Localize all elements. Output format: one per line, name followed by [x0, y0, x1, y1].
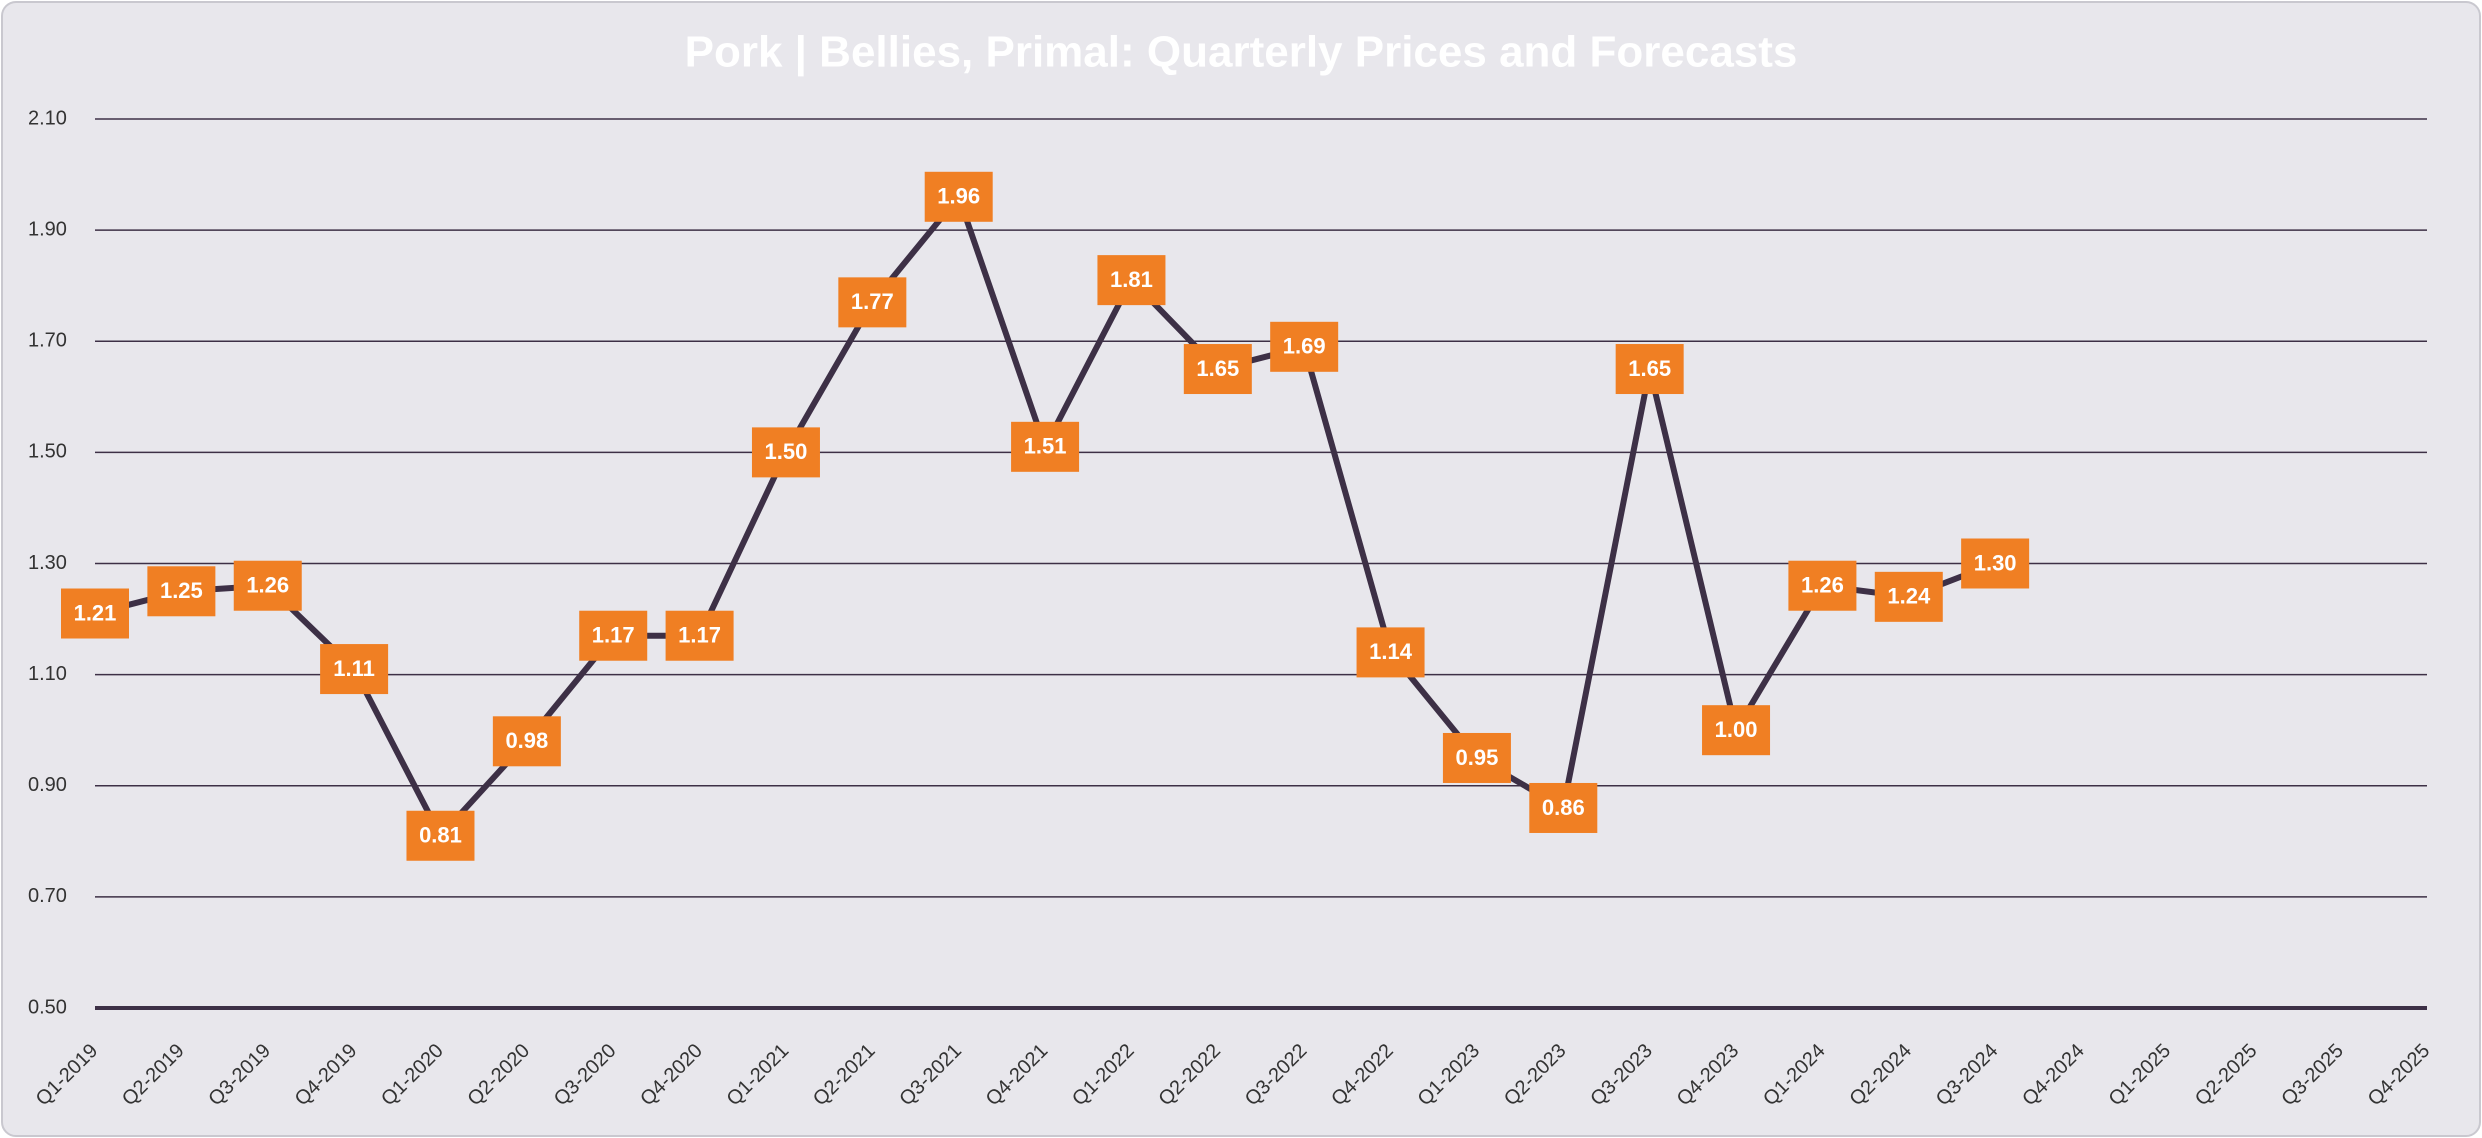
value-label-box	[1874, 571, 1943, 622]
y-tick-label: 1.90	[28, 218, 67, 240]
value-label: 1.17	[592, 623, 635, 648]
value-label: 1.26	[1801, 573, 1844, 598]
value-label-box	[406, 810, 475, 861]
value-label: 1.24	[1887, 584, 1931, 609]
value-label-box	[1183, 344, 1252, 395]
value-label-box	[1615, 344, 1684, 395]
value-label: 1.96	[937, 184, 980, 209]
value-label-box	[233, 560, 302, 611]
value-label: 1.77	[851, 289, 894, 314]
value-label-box	[751, 427, 820, 478]
value-label: 1.30	[1974, 550, 2017, 575]
value-label: 1.21	[74, 600, 117, 625]
value-label: 1.65	[1628, 356, 1671, 381]
value-label-box	[1702, 705, 1771, 756]
value-label-box	[1356, 627, 1425, 678]
value-label: 1.25	[160, 578, 203, 603]
value-label: 1.00	[1715, 717, 1758, 742]
chart-title: Pork | Bellies, Primal: Quarterly Prices…	[685, 28, 1798, 78]
value-label-box	[1270, 321, 1339, 372]
value-label-box	[924, 171, 993, 222]
value-label-box	[147, 566, 216, 617]
value-label-box	[579, 610, 648, 661]
value-label: 1.14	[1369, 639, 1413, 664]
value-label: 0.86	[1542, 795, 1585, 820]
value-label: 1.50	[765, 439, 808, 464]
value-label: 0.81	[419, 823, 462, 848]
value-label: 1.65	[1196, 356, 1239, 381]
value-label-box	[61, 588, 129, 639]
value-label: 1.51	[1024, 434, 1067, 459]
value-label-box	[1961, 538, 2030, 589]
value-label-box	[665, 610, 734, 661]
y-tick-label: 1.10	[28, 663, 67, 685]
value-label: 1.69	[1283, 334, 1326, 359]
value-label-box	[1011, 421, 1080, 472]
y-tick-label: 2.10	[28, 107, 67, 129]
value-label: 0.98	[505, 728, 548, 753]
y-tick-label: 0.50	[28, 996, 67, 1018]
y-tick-label: 0.90	[28, 774, 67, 796]
value-label: 1.26	[246, 573, 289, 598]
value-label-box	[320, 644, 389, 695]
value-label-box	[1442, 732, 1511, 783]
value-label-box	[1529, 782, 1598, 833]
y-tick-label: 1.50	[28, 441, 67, 463]
y-tick-label: 1.30	[28, 552, 67, 574]
y-tick-label: 1.70	[28, 330, 67, 352]
value-label-box	[1097, 255, 1166, 306]
value-label: 1.81	[1110, 267, 1153, 292]
value-label-box	[1788, 560, 1857, 611]
value-label: 0.95	[1456, 745, 1499, 770]
y-tick-label: 0.70	[28, 885, 67, 907]
value-label: 1.17	[678, 623, 721, 648]
value-label-box	[492, 716, 561, 767]
value-label-box	[838, 277, 907, 328]
value-label: 1.11	[333, 656, 375, 681]
